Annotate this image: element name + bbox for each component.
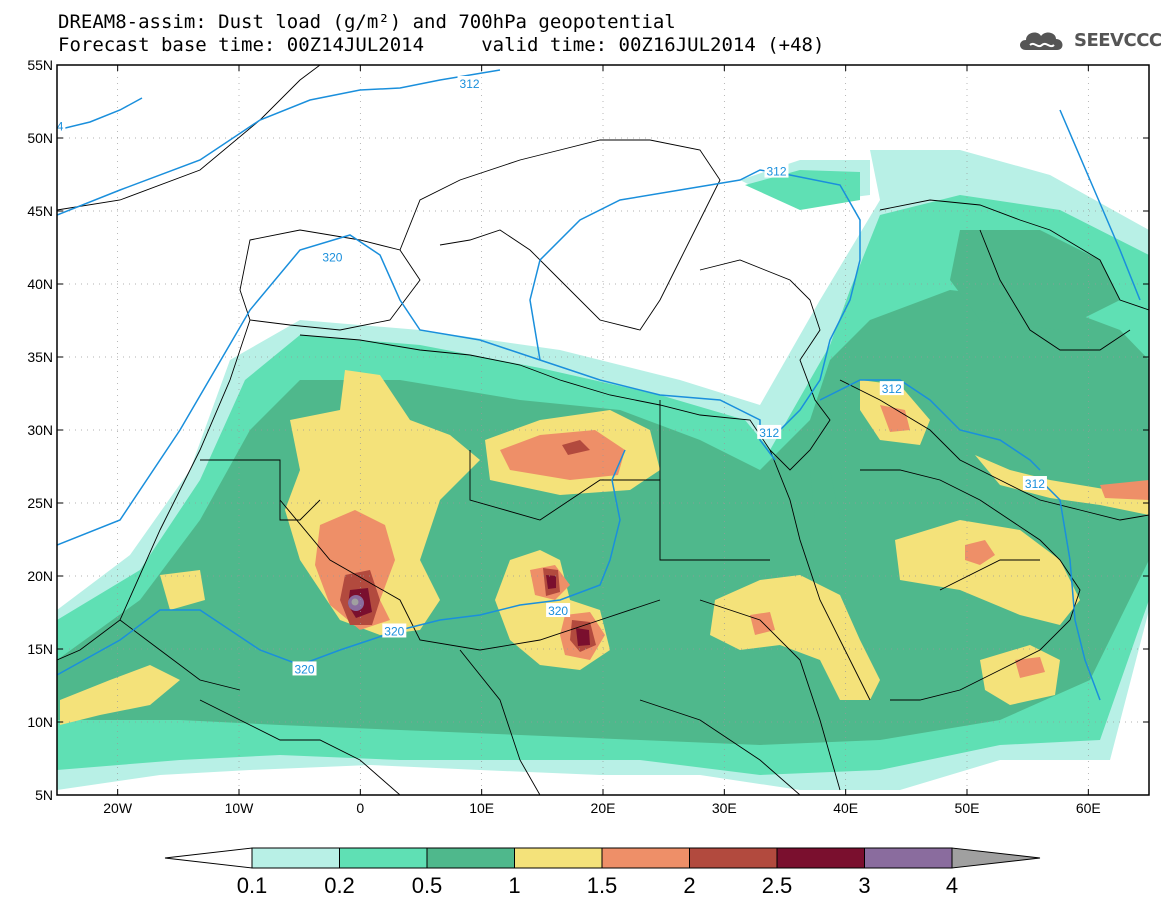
svg-text:312: 312 [759, 426, 779, 440]
lat-tick-label: 40N [27, 276, 53, 292]
svg-text:320: 320 [295, 662, 315, 676]
colorbar-label: 2 [683, 873, 695, 898]
colorbar-swatch [864, 847, 953, 869]
contour-label: 320 [546, 603, 571, 618]
dust-level-3-region [348, 595, 364, 611]
map-panel: 312 304 320 312 312 312 312 320 320 320 [43, 65, 1149, 795]
colorbar-legend: 0.1 0.2 0.5 1 1.5 2 2.5 3 4 [164, 847, 1041, 898]
lon-tick-label: 50E [955, 800, 980, 816]
colorbar-swatch [514, 847, 603, 869]
lon-tick-label: 10W [225, 800, 255, 816]
forecast-time-line: Forecast base time: 00Z14JUL2014 valid t… [58, 34, 825, 56]
colorbar-swatch [339, 847, 428, 869]
lon-tick-label: 60E [1076, 800, 1101, 816]
colorbar-label: 0.2 [324, 873, 355, 898]
colorbar-swatch [601, 847, 690, 869]
cloud-logo-icon [1020, 32, 1063, 50]
contour-label: 312 [757, 424, 782, 440]
colorbar-label: 2.5 [762, 873, 793, 898]
lon-tick-label: 0 [356, 800, 364, 816]
contour-label: 312 [764, 163, 789, 179]
lat-tick-label: 5N [35, 787, 53, 803]
svg-text:320: 320 [384, 624, 404, 638]
contour-label: 312 [457, 75, 482, 91]
colorbar-label: 0.5 [412, 873, 443, 898]
colorbar-swatch [251, 847, 340, 869]
lat-tick-label: 50N [27, 130, 53, 146]
contour-label: 320 [320, 249, 345, 265]
svg-text:320: 320 [548, 604, 568, 618]
colorbar-label: 1 [508, 873, 520, 898]
contour-label: 312 [1022, 476, 1047, 491]
seevccc-logo: SEEVCCC [1016, 26, 1162, 54]
lon-tick-label: 40E [833, 800, 858, 816]
lat-tick-label: 20N [27, 568, 53, 584]
svg-text:320: 320 [322, 251, 342, 265]
contour-label: 304 [43, 118, 66, 133]
lon-tick-label: 10E [469, 800, 494, 816]
lat-tick-label: 30N [27, 422, 53, 438]
colorbar-label: 4 [946, 873, 958, 898]
colorbar-swatch [776, 847, 865, 869]
lon-tick-label: 20E [591, 800, 616, 816]
lat-tick-label: 55N [27, 57, 53, 73]
lat-tick-label: 45N [27, 203, 53, 219]
colorbar-left-arrow [164, 847, 253, 869]
lon-tick-label: 20W [103, 800, 133, 816]
contour-label: 320 [292, 661, 317, 676]
lat-tick-label: 35N [27, 349, 53, 365]
svg-text:312: 312 [1025, 477, 1045, 491]
svg-text:312: 312 [460, 77, 480, 91]
lat-tick-label: 15N [27, 641, 53, 657]
map-title: DREAM8-assim: Dust load (g/m²) and 700hP… [58, 11, 676, 33]
contour-label: 320 [382, 623, 407, 638]
svg-text:304: 304 [43, 119, 63, 133]
svg-text:312: 312 [882, 382, 902, 396]
svg-text:312: 312 [766, 165, 786, 179]
logo-text: SEEVCCC [1074, 29, 1162, 51]
colorbar-label: 3 [858, 873, 870, 898]
axis-ticks: 20W 10W 0 10E 20E 30E 40E 50E 60E 55N 50N 45N 40N 35N… [27, 57, 1149, 816]
geopotential-contours [57, 69, 1141, 701]
colorbar-label: 1.5 [587, 873, 618, 898]
coastlines-and-borders [57, 65, 1149, 795]
colorbar-label: 0.1 [237, 873, 268, 898]
contour-label: 312 [879, 381, 904, 396]
lon-tick-label: 30E [712, 800, 737, 816]
lat-tick-label: 25N [27, 495, 53, 511]
colorbar-right-arrow [951, 847, 1041, 869]
lat-tick-label: 10N [27, 714, 53, 730]
colorbar-swatch [689, 847, 778, 869]
colorbar-swatch [426, 847, 515, 869]
contour-labels: 312 304 320 312 312 312 312 320 320 320 [43, 75, 1047, 676]
